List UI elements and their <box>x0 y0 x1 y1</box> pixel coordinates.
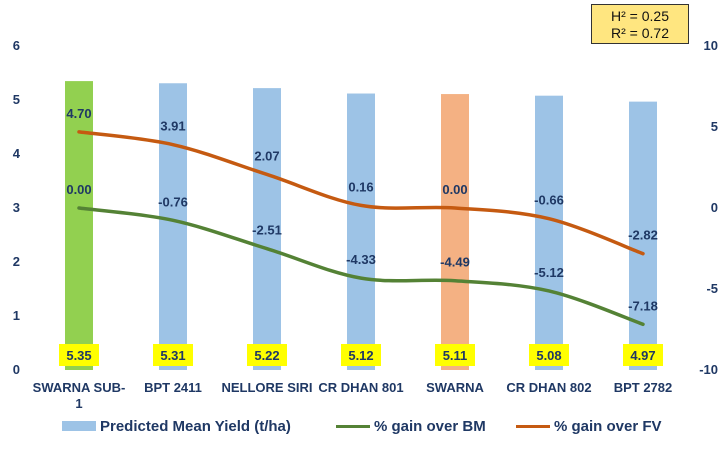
data-label-gain-over-fv: -2.82 <box>628 228 658 243</box>
data-label-gain-over-bm: -5.12 <box>534 265 564 280</box>
legend-label-fv: % gain over FV <box>554 417 662 435</box>
bar-label-background <box>529 344 569 366</box>
bar-yield <box>159 83 187 370</box>
x-category-label: SWARNA SUB-1 <box>33 380 126 411</box>
y-right-tick-label: -10 <box>699 362 718 377</box>
data-label-gain-over-fv: 3.91 <box>160 119 185 134</box>
chart-legend: Predicted Mean Yield (t/ha) % gain over … <box>0 415 722 439</box>
data-label-gain-over-fv: 2.07 <box>254 148 279 163</box>
bar-label-background <box>247 344 287 366</box>
data-label-gain-over-fv: 0.00 <box>442 182 467 197</box>
line-gain-over-fv <box>77 130 645 256</box>
x-category-label: BPT 2411 <box>144 380 202 395</box>
x-category-label: SWARNA <box>426 380 484 395</box>
x-category-label: CR DHAN 801 <box>318 380 403 395</box>
x-category-label: BPT 2782 <box>614 380 673 395</box>
legend-swatch-fv <box>516 424 550 428</box>
x-category-label: CR DHAN 802 <box>506 380 591 395</box>
legend-item-yield: Predicted Mean Yield (t/ha) <box>62 415 291 437</box>
bar-value-label: 5.35 <box>66 348 91 363</box>
y-left-tick-label: 1 <box>13 308 20 323</box>
statistics-annotation-box: H² = 0.25 R² = 0.72 <box>591 4 689 44</box>
data-label-gain-over-bm: -4.33 <box>346 252 376 267</box>
bar-value-label: 4.97 <box>630 348 655 363</box>
bar-yield <box>535 95 563 371</box>
data-label-gain-over-bm: 0.00 <box>66 182 91 197</box>
y-left-tick-label: 6 <box>13 38 20 53</box>
x-category-label: NELLORE SIRI <box>221 380 312 395</box>
data-label-gain-over-fv: -0.66 <box>534 193 564 208</box>
data-label-gain-over-fv: 4.70 <box>66 106 91 121</box>
y-right-tick-label: 5 <box>711 119 718 134</box>
bar-yield <box>65 81 93 370</box>
legend-item-fv: % gain over FV <box>516 415 662 437</box>
bar-label-background <box>623 344 663 366</box>
y-left-tick-label: 5 <box>13 92 20 107</box>
r-squared-text: R² = 0.72 <box>611 25 669 41</box>
bar-label-background <box>153 344 193 366</box>
legend-label-yield: Predicted Mean Yield (t/ha) <box>100 417 291 435</box>
bar-yield <box>441 94 469 370</box>
legend-swatch-yield <box>62 421 96 431</box>
y-right-tick-label: -5 <box>706 281 718 296</box>
y-right-tick-label: 10 <box>704 38 718 53</box>
bar-value-label: 5.08 <box>536 348 561 363</box>
y-left-tick-label: 0 <box>13 362 20 377</box>
bar-yield <box>347 93 375 371</box>
data-label-gain-over-bm: -4.49 <box>440 255 470 270</box>
data-label-gain-over-bm: -2.51 <box>252 223 282 238</box>
bar-value-label: 5.31 <box>160 348 185 363</box>
y-left-tick-label: 4 <box>13 146 21 161</box>
data-label-gain-over-bm: -7.18 <box>628 298 658 313</box>
bar-value-label: 5.22 <box>254 348 279 363</box>
legend-label-bm: % gain over BM <box>374 417 486 435</box>
y-right-tick-label: 0 <box>711 200 718 215</box>
y-left-tick-label: 2 <box>13 254 20 269</box>
legend-swatch-bm <box>336 424 370 428</box>
bar-value-label: 5.12 <box>348 348 373 363</box>
bar-label-background <box>341 344 381 366</box>
bar-yield <box>253 88 281 371</box>
legend-item-bm: % gain over BM <box>336 415 486 437</box>
bar-label-background <box>59 344 99 366</box>
heritability-text: H² = 0.25 <box>611 8 669 24</box>
data-label-gain-over-fv: 0.16 <box>348 179 373 194</box>
bar-label-background <box>435 344 475 366</box>
line-gain-over-bm <box>77 206 645 327</box>
data-label-gain-over-bm: -0.76 <box>158 194 188 209</box>
y-left-tick-label: 3 <box>13 200 20 215</box>
bar-value-label: 5.11 <box>443 348 468 363</box>
